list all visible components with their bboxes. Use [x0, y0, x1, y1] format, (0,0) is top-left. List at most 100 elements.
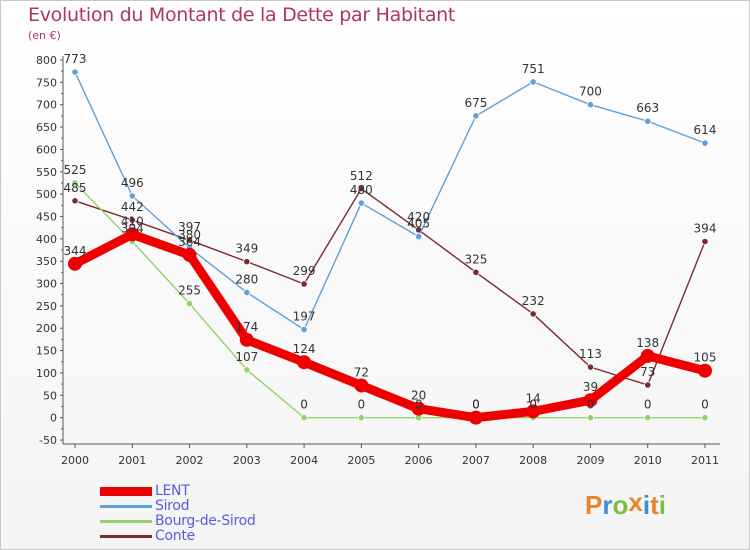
x-tick-label: 2007: [462, 454, 490, 467]
data-label-conte: 397: [178, 220, 201, 234]
legend-swatch-conte: [100, 535, 152, 538]
data-point-conte: [128, 216, 136, 224]
x-tick-label: 2004: [290, 454, 318, 467]
legend-item-conte: Conte: [100, 528, 340, 544]
data-point-sirod: [71, 68, 79, 76]
data-point-lent: [354, 378, 369, 393]
legend: LENT Sirod Bourg-de-Sirod Conte: [100, 483, 340, 544]
data-point-lent: [468, 410, 483, 425]
y-tick-label: -50: [39, 434, 57, 447]
data-label-conte: 442: [121, 200, 144, 214]
data-label-conte: 232: [522, 294, 545, 308]
data-label-lent: 138: [636, 336, 659, 350]
data-label-sirod: 675: [464, 96, 487, 110]
data-point-conte: [243, 258, 251, 266]
data-point-conte: [529, 310, 537, 318]
y-tick-label: 0: [50, 412, 57, 425]
data-label-bourg-de-sirod: 0: [415, 398, 423, 412]
data-point-bourg-de-sirod: [701, 414, 709, 422]
logo-letter: i: [658, 490, 666, 520]
data-point-lent: [698, 363, 712, 378]
y-tick-label: 700: [36, 99, 57, 112]
data-label-sirod: 480: [350, 183, 373, 197]
data-label-lent: 105: [694, 351, 717, 365]
data-label-lent: 0: [472, 398, 480, 412]
legend-label-conte: Conte: [155, 528, 195, 544]
data-point-sirod: [644, 117, 652, 125]
y-tick-label: 400: [36, 233, 57, 246]
data-point-conte: [644, 381, 652, 389]
x-tick-label: 2001: [118, 454, 146, 467]
data-label-lent: 39: [583, 380, 598, 394]
series-line-sirod: [74, 71, 706, 331]
legend-label-bourg-de-sirod: Bourg-de-Sirod: [155, 513, 256, 529]
legend-item-sirod: Sirod: [100, 498, 340, 514]
logo-letter: i: [642, 490, 651, 520]
data-point-lent: [297, 355, 312, 370]
y-tick-label: 650: [36, 121, 57, 134]
data-point-sirod: [300, 325, 308, 334]
data-point-lent: [125, 227, 140, 242]
logo-letter: P: [585, 490, 603, 520]
y-tick-label: 50: [43, 389, 57, 402]
data-label-bourg-de-sirod: 0: [529, 398, 537, 412]
x-tick-label: 2008: [519, 454, 547, 467]
data-label-bourg-de-sirod: 107: [235, 350, 258, 364]
data-point-lent: [640, 348, 655, 363]
y-tick-label: 250: [36, 300, 57, 313]
y-tick-label: 550: [36, 166, 57, 179]
legend-swatch-sirod: [100, 505, 152, 508]
x-tick-label: 2005: [347, 454, 375, 467]
data-point-conte: [185, 236, 194, 244]
data-point-lent: [411, 401, 426, 416]
x-tick-label: 2011: [691, 454, 719, 467]
y-axis-unit: (en €): [28, 29, 61, 42]
data-point-conte: [357, 185, 365, 193]
legend-item-bourg-de-sirod: Bourg-de-Sirod: [100, 513, 340, 529]
data-point-sirod: [472, 112, 480, 120]
data-label-lent: 124: [293, 342, 316, 356]
legend-item-lent: LENT: [100, 483, 340, 499]
x-tick-label: 2010: [634, 454, 662, 467]
series-line-bourg-de-sirod: [74, 182, 706, 419]
data-point-lent: [68, 256, 82, 271]
legend-swatch-bourg-de-sirod: [100, 520, 152, 523]
y-tick-label: 750: [36, 76, 57, 89]
data-label-lent: 344: [64, 244, 87, 258]
data-point-conte: [472, 268, 480, 276]
data-point-bourg-de-sirod: [586, 414, 595, 422]
data-label-bourg-de-sirod: 0: [300, 398, 308, 412]
logo-letter: t: [650, 490, 659, 520]
x-tick-label: 2002: [176, 454, 204, 467]
data-labels: 485 442 397 349 299 512 420 325 232 113 73 394 525 39…: [64, 52, 717, 412]
data-point-lent: [182, 247, 197, 262]
data-label-lent: 410: [121, 214, 144, 228]
data-label-bourg-de-sirod: 0: [644, 398, 652, 412]
x-tick-label: 2009: [576, 454, 604, 467]
series-line-lent: [70, 229, 710, 423]
legend-swatch-lent: [100, 487, 152, 496]
data-point-lent: [239, 332, 254, 347]
data-label-conte: 73: [640, 365, 655, 379]
data-label-sirod: 614: [694, 123, 717, 137]
x-tick-label: 2003: [233, 454, 261, 467]
data-label-conte: 113: [579, 347, 602, 361]
series-line-conte: [74, 188, 706, 386]
data-point-bourg-de-sirod: [300, 414, 308, 422]
series-layer: [68, 68, 712, 425]
data-point-bourg-de-sirod: [357, 414, 365, 422]
proxiti-logo: Proxiti: [585, 487, 666, 521]
data-point-sirod: [529, 78, 537, 86]
data-label-bourg-de-sirod: 525: [64, 163, 87, 177]
data-label-sirod: 405: [407, 217, 430, 231]
data-label-bourg-de-sirod: 255: [178, 284, 201, 298]
data-label-conte: 485: [64, 181, 87, 195]
data-label-bourg-de-sirod: 0: [701, 398, 709, 412]
data-label-conte: 512: [350, 169, 373, 183]
data-label-lent: 20: [411, 389, 426, 403]
y-tick-label: 100: [36, 367, 57, 380]
data-label-lent: 174: [235, 320, 258, 334]
data-label-lent: 364: [178, 235, 201, 249]
